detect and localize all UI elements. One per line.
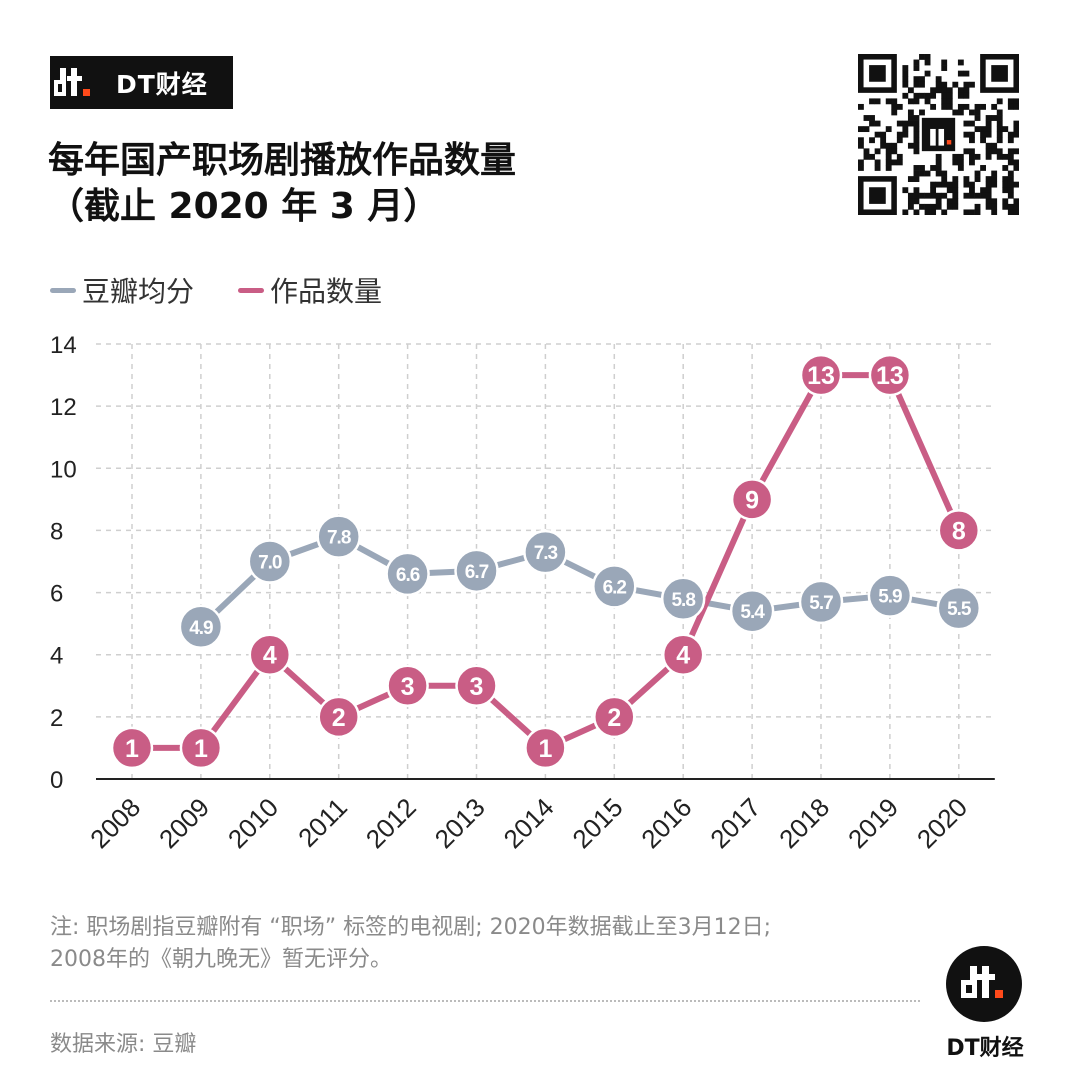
x-tick-label: 2010 bbox=[222, 792, 284, 854]
x-tick-label: 2012 bbox=[360, 792, 422, 854]
brand-badge: DT财经 bbox=[50, 56, 233, 109]
rating-data-label: 6.7 bbox=[465, 562, 489, 583]
count-data-label: 1 bbox=[194, 735, 208, 763]
rating-point bbox=[592, 564, 637, 609]
rating-point bbox=[178, 604, 224, 649]
rating-data-label: 5.7 bbox=[809, 593, 833, 614]
chart-note: 注: 职场剧指豆瓣附有 “职场” 标签的电视剧; 2020年数据截止至3月12日… bbox=[50, 912, 910, 976]
rating-point bbox=[316, 514, 361, 559]
rating-data-label: 6.2 bbox=[603, 577, 627, 598]
series-line-rating bbox=[197, 533, 962, 630]
y-tick-label: 12 bbox=[50, 394, 77, 421]
rating-point bbox=[385, 551, 430, 597]
rating-point bbox=[660, 576, 706, 622]
count-data-label: 3 bbox=[401, 673, 415, 701]
rating-point bbox=[798, 579, 844, 625]
dt-round-logo-icon bbox=[946, 946, 1022, 1022]
dt-logo-icon bbox=[50, 56, 102, 109]
legend-item-rating: 豆瓣均分 bbox=[50, 270, 194, 310]
count-point bbox=[455, 664, 498, 708]
y-tick-label: 14 bbox=[50, 332, 77, 359]
chart-title: 每年国产职场剧播放作品数量 （截止 2020 年 3 月） bbox=[48, 138, 516, 230]
count-data-label: 4 bbox=[263, 642, 277, 670]
rating-data-label: 5.5 bbox=[947, 599, 972, 620]
count-point bbox=[661, 633, 705, 676]
count-point bbox=[179, 726, 223, 770]
x-tick-label: 2017 bbox=[704, 792, 766, 854]
count-data-label: 2 bbox=[332, 704, 346, 732]
count-point bbox=[386, 664, 429, 708]
legend: 豆瓣均分 作品数量 bbox=[50, 270, 426, 310]
count-data-label: 13 bbox=[876, 362, 904, 390]
rating-data-label: 5.8 bbox=[671, 590, 695, 611]
count-point bbox=[593, 695, 636, 739]
legend-label-rating: 豆瓣均分 bbox=[82, 275, 195, 308]
count-point bbox=[524, 726, 567, 770]
rating-data-label: 7.3 bbox=[534, 543, 558, 564]
x-tick-label: 2009 bbox=[153, 792, 215, 854]
count-point bbox=[730, 478, 774, 521]
x-tick-label: 2013 bbox=[429, 792, 491, 854]
x-tick-label: 2020 bbox=[911, 792, 973, 854]
x-tick-label: 2014 bbox=[498, 792, 560, 854]
count-data-label: 1 bbox=[538, 735, 552, 763]
y-tick-label: 10 bbox=[50, 456, 77, 483]
brand-name: DT财经 bbox=[116, 69, 208, 99]
rating-point bbox=[523, 529, 568, 575]
rating-data-label: 6.6 bbox=[396, 565, 420, 586]
rating-data-label: 7.8 bbox=[327, 528, 351, 549]
chart-title-line1: 每年国产职场剧播放作品数量 bbox=[48, 140, 517, 181]
legend-item-count: 作品数量 bbox=[238, 270, 382, 310]
count-data-label: 13 bbox=[807, 362, 835, 390]
count-data-label: 3 bbox=[470, 673, 484, 701]
count-point bbox=[110, 726, 154, 770]
chart-note-line2: 2008年的《朝九晚无》暂无评分。 bbox=[50, 947, 392, 972]
count-data-label: 9 bbox=[745, 486, 759, 514]
divider bbox=[50, 1000, 920, 1002]
y-tick-label: 2 bbox=[50, 705, 63, 732]
count-data-label: 1 bbox=[125, 735, 139, 763]
rating-data-label: 4.9 bbox=[189, 618, 213, 639]
x-tick-label: 2018 bbox=[773, 792, 835, 854]
x-tick-label: 2019 bbox=[842, 792, 904, 854]
data-source: 数据来源: 豆瓣 bbox=[50, 1032, 197, 1057]
x-tick-label: 2011 bbox=[292, 792, 353, 853]
count-point bbox=[799, 353, 843, 397]
legend-label-count: 作品数量 bbox=[270, 275, 383, 308]
x-tick-label: 2016 bbox=[635, 792, 697, 854]
rating-point bbox=[867, 573, 913, 618]
y-tick-label: 6 bbox=[50, 581, 63, 608]
rating-data-label: 5.9 bbox=[878, 587, 902, 608]
footer-brand-name: DT财经 bbox=[946, 1036, 1024, 1061]
y-tick-label: 0 bbox=[50, 767, 63, 794]
count-point bbox=[248, 633, 292, 676]
x-tick-label: 2008 bbox=[84, 792, 146, 854]
y-tick-label: 4 bbox=[50, 643, 63, 670]
count-point bbox=[937, 509, 981, 552]
rating-data-label: 5.4 bbox=[740, 602, 765, 623]
count-data-label: 8 bbox=[952, 517, 966, 545]
count-data-label: 2 bbox=[607, 704, 621, 732]
legend-swatch-count bbox=[238, 287, 265, 293]
rating-point bbox=[729, 588, 775, 634]
qr-code-icon bbox=[858, 54, 1020, 216]
count-data-label: 4 bbox=[676, 642, 690, 670]
chart-title-line2: （截止 2020 年 3 月） bbox=[48, 186, 440, 227]
y-tick-label: 8 bbox=[50, 518, 63, 545]
x-tick-label: 2015 bbox=[566, 792, 628, 854]
rating-point bbox=[247, 539, 293, 584]
rating-point bbox=[454, 548, 499, 594]
count-point bbox=[868, 353, 912, 397]
rating-data-label: 7.0 bbox=[258, 553, 282, 574]
count-point bbox=[317, 695, 360, 739]
legend-swatch-rating bbox=[50, 287, 76, 293]
rating-point bbox=[936, 585, 982, 631]
chart-note-line1: 注: 职场剧指豆瓣附有 “职场” 标签的电视剧; 2020年数据截止至3月12日… bbox=[50, 915, 771, 940]
